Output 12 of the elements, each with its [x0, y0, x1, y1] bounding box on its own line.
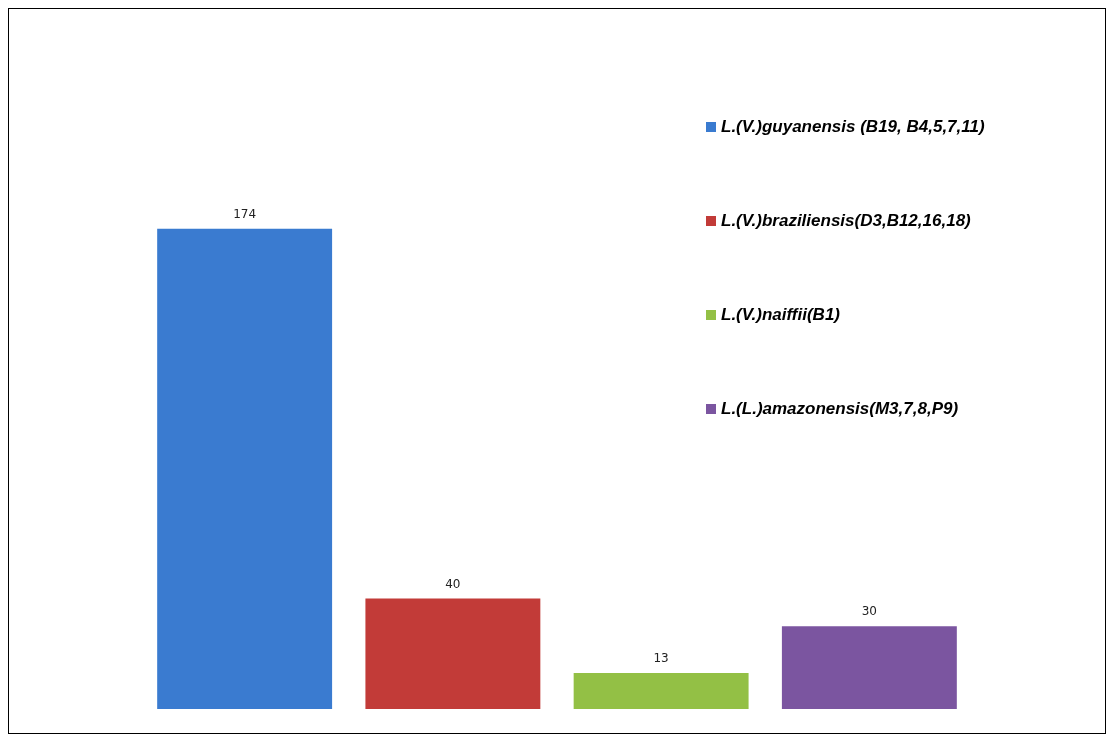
bar: [157, 228, 333, 709]
bar: [781, 626, 957, 709]
legend-label: L.(L.)amazonensis(M3,7,8,P9): [721, 399, 959, 419]
legend-label: L.(V.)braziliensis(D3,B12,16,18): [721, 211, 971, 231]
legend-label: L.(V.)naiffii(B1): [721, 305, 841, 325]
legend-label: L.(V.)guyanensis (B19, B4,5,7,11): [721, 117, 985, 137]
data-label: 174: [233, 206, 257, 221]
bar: [365, 598, 541, 709]
data-label: 13: [653, 651, 669, 666]
data-label: 40: [445, 576, 461, 591]
bar: [573, 673, 749, 709]
data-label: 30: [861, 604, 877, 619]
